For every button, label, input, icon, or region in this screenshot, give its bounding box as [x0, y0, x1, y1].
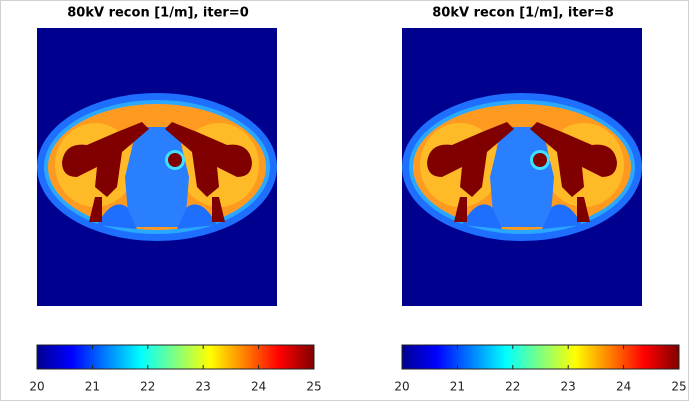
colorbar-tick-label: 23	[196, 380, 211, 394]
colorbar	[401, 344, 680, 370]
colorbar-tick-label: 21	[450, 380, 465, 394]
colorbar	[36, 344, 315, 370]
colorbar-tick-label: 24	[251, 380, 266, 394]
image	[402, 28, 642, 306]
colorbar-tick-label: 25	[671, 380, 686, 394]
colorbar-tick-label: 25	[306, 380, 321, 394]
panel-title: 80kV recon [1/m], iter=8	[432, 6, 614, 21]
colorbar-tick-label: 23	[561, 380, 576, 394]
colorbar-tick-label: 20	[29, 380, 44, 394]
colorbar-tick-label: 21	[85, 380, 100, 394]
panel-title: 80kV recon [1/m], iter=0	[67, 6, 249, 21]
colorbar-tick-label: 24	[616, 380, 631, 394]
colorbar-tick-label: 22	[505, 380, 520, 394]
colorbar-tick-label: 22	[140, 380, 155, 394]
image	[37, 28, 277, 306]
colorbar-tick-label: 20	[394, 380, 409, 394]
